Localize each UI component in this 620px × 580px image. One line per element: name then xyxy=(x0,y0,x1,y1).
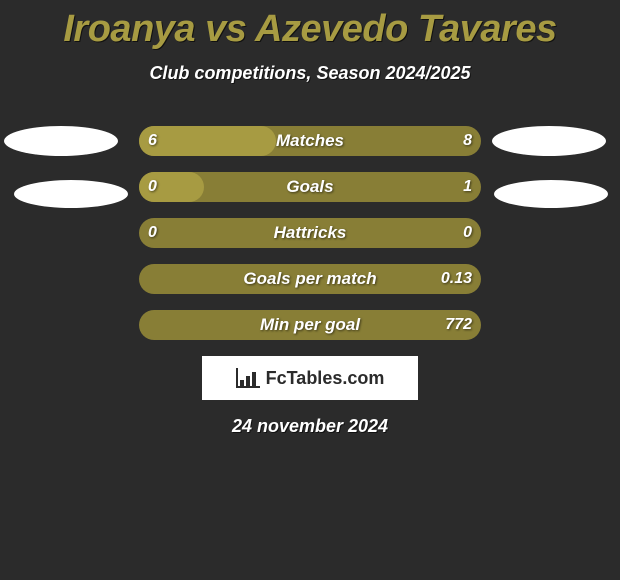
page-subtitle: Club competitions, Season 2024/2025 xyxy=(0,63,620,84)
stat-row: 6 Matches 8 xyxy=(0,126,620,156)
stat-row: Goals per match 0.13 xyxy=(0,264,620,294)
stat-value-right: 8 xyxy=(463,126,472,156)
bar-chart-icon xyxy=(236,368,260,388)
comparison-chart: 6 Matches 8 0 Goals 1 0 Hattricks 0 Goal… xyxy=(0,126,620,340)
page-title: Iroanya vs Azevedo Tavares xyxy=(0,0,620,51)
stat-value-right: 0 xyxy=(463,218,472,248)
stat-value-right: 0.13 xyxy=(441,264,472,294)
stat-row: 0 Goals 1 xyxy=(0,172,620,202)
stat-row: 0 Hattricks 0 xyxy=(0,218,620,248)
stat-label: Goals per match xyxy=(139,264,481,294)
stat-label: Min per goal xyxy=(139,310,481,340)
logo-text: FcTables.com xyxy=(236,368,385,389)
logo-label: FcTables.com xyxy=(266,368,385,389)
date-text: 24 november 2024 xyxy=(0,416,620,437)
stat-row: Min per goal 772 xyxy=(0,310,620,340)
stat-value-right: 1 xyxy=(463,172,472,202)
stat-label: Goals xyxy=(139,172,481,202)
stat-value-right: 772 xyxy=(445,310,472,340)
stat-label: Matches xyxy=(139,126,481,156)
stat-label: Hattricks xyxy=(139,218,481,248)
fctables-logo: FcTables.com xyxy=(202,356,418,400)
